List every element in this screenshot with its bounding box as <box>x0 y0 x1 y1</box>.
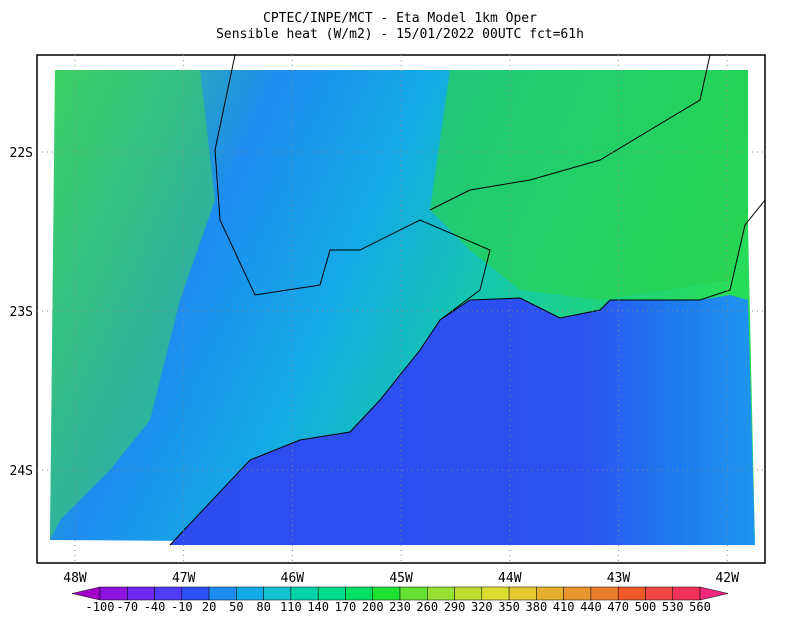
colorbar-label: 80 <box>256 600 270 614</box>
colorbar-label: -10 <box>171 600 193 614</box>
colorbar-label: -100 <box>86 600 115 614</box>
lon-label: 43W <box>607 571 631 586</box>
colorbar-box <box>590 586 619 601</box>
colorbar-box <box>399 586 428 601</box>
colorbar-label: 440 <box>580 600 602 614</box>
lon-label: 42W <box>715 571 739 586</box>
colorbar-box <box>508 586 537 601</box>
colorbar-box <box>454 586 483 601</box>
colorbar-label: 350 <box>498 600 520 614</box>
lon-label: 44W <box>498 571 522 586</box>
colorbar-box <box>208 586 237 601</box>
colorbar-label: 140 <box>307 600 329 614</box>
colorbar-box <box>427 586 455 601</box>
lat-label: 22S <box>10 146 33 161</box>
colorbar-box <box>372 586 401 601</box>
colorbar-label: 320 <box>471 600 493 614</box>
colorbar-arrow <box>71 586 101 601</box>
colorbar: -100 -70 -40 -10 20 50 80 110 140 170 200 230 260 290… <box>71 586 729 614</box>
colorbar-label: 200 <box>362 600 384 614</box>
field <box>50 54 766 546</box>
subtitle: Sensible heat (W/m2) - 15/01/2022 00UTC … <box>216 27 584 42</box>
colorbar-label: 110 <box>280 600 302 614</box>
colorbar-box <box>645 586 673 601</box>
lat-label: 24S <box>10 464 33 479</box>
colorbar-label: 470 <box>607 600 629 614</box>
colorbar-label: 290 <box>444 600 466 614</box>
lon-label: 46W <box>281 571 305 586</box>
graticule: 22S 23S 24S 48W 47W 46W 45W 44W 43W 42W <box>10 55 765 586</box>
coastline <box>169 199 766 546</box>
colorbar-label: 230 <box>389 600 411 614</box>
colorbar-label: 500 <box>635 600 657 614</box>
colorbar-label: 410 <box>553 600 575 614</box>
colorbar-label: 530 <box>662 600 684 614</box>
colorbar-box <box>617 586 646 601</box>
lon-label: 47W <box>172 571 196 586</box>
colorbar-box <box>345 586 373 601</box>
colorbar-box <box>99 586 128 601</box>
colorbar-label: -70 <box>116 600 138 614</box>
lat-label: 23S <box>10 305 33 320</box>
colorbar-arrow <box>699 586 729 601</box>
colorbar-box <box>181 586 210 601</box>
lon-label: 45W <box>389 571 413 586</box>
colorbar-label: 380 <box>526 600 548 614</box>
lon-label: 48W <box>63 571 87 586</box>
colorbar-box <box>672 586 701 601</box>
colorbar-label: 260 <box>416 600 438 614</box>
state-borders <box>214 54 711 321</box>
colorbar-label: 170 <box>335 600 357 614</box>
colorbar-label: 560 <box>689 600 711 614</box>
colorbar-box <box>127 586 155 601</box>
colorbar-box <box>536 586 564 601</box>
colorbar-box <box>317 586 346 601</box>
land-east <box>430 70 748 300</box>
colorbar-box <box>263 586 292 601</box>
colorbar-box <box>290 586 319 601</box>
colorbar-box <box>481 586 510 601</box>
colorbar-box <box>154 586 183 601</box>
colorbar-box <box>563 586 592 601</box>
land-west <box>50 70 215 540</box>
colorbar-label: -40 <box>144 600 166 614</box>
colorbar-label: 20 <box>202 600 216 614</box>
colorbar-label: 50 <box>229 600 243 614</box>
ocean <box>170 295 755 545</box>
colorbar-box <box>236 586 264 601</box>
title: CPTEC/INPE/MCT - Eta Model 1km Oper <box>263 11 537 26</box>
